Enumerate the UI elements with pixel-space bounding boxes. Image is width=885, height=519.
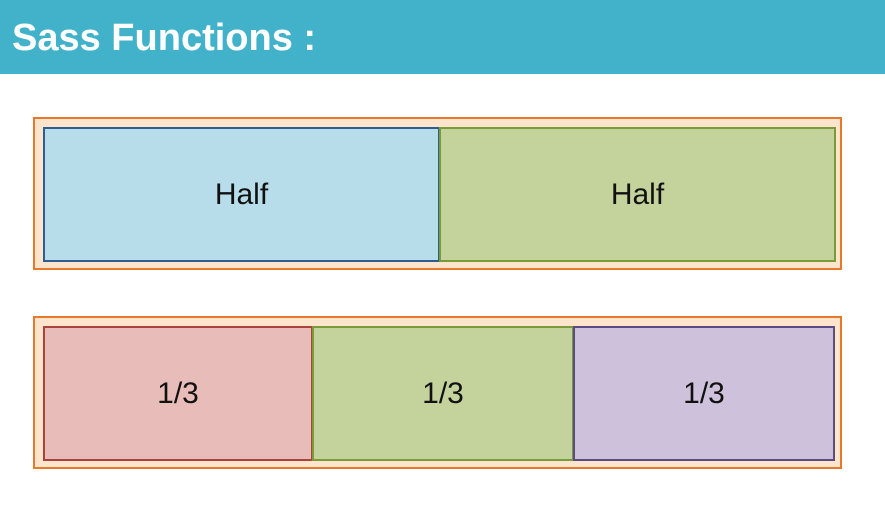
third-cell-2: 1/3 [312,326,574,461]
page-title: Sass Functions : [12,17,317,59]
half-cell-left: Half [43,127,440,262]
third-cell-1: 1/3 [43,326,313,461]
title-bar: Sass Functions : [0,0,885,74]
halves-row: Half Half [33,117,842,270]
thirds-row: 1/3 1/3 1/3 [33,316,842,469]
third-cell-3: 1/3 [573,326,835,461]
half-cell-right: Half [439,127,836,262]
